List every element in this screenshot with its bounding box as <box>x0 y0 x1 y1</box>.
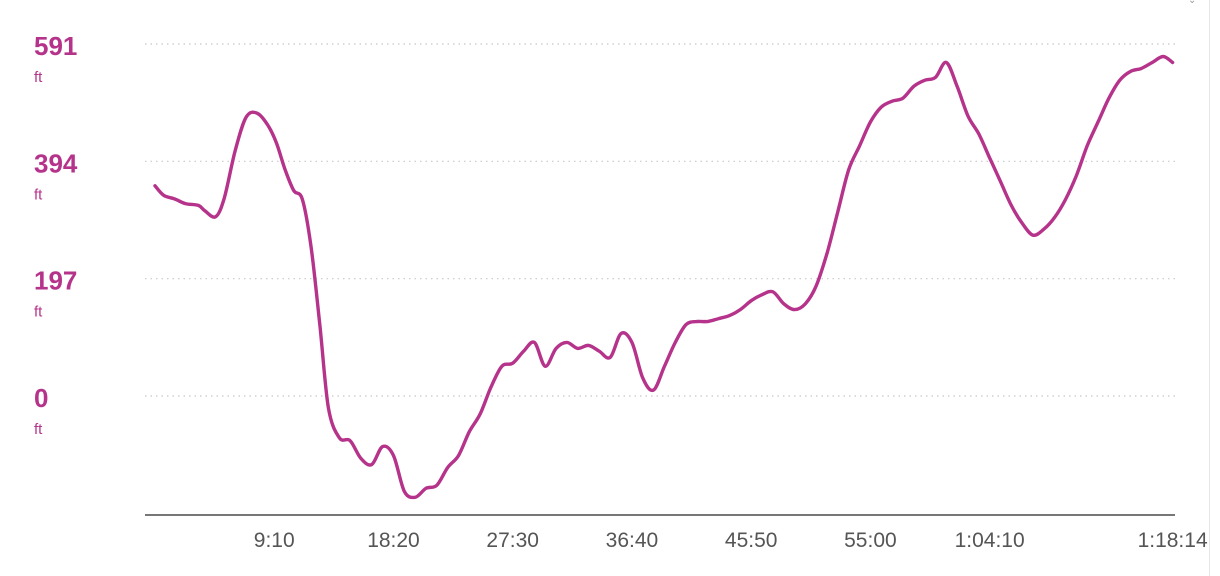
x-tick-label: 27:30 <box>486 529 539 552</box>
y-tick-unit: ft <box>34 186 43 203</box>
corner-mark-icon: ⌄ <box>1188 0 1197 6</box>
x-tick-label: 1:04:10 <box>955 529 1025 552</box>
y-tick-value: 591 <box>34 31 77 61</box>
elevation-line <box>153 54 1175 500</box>
grid-lines <box>145 43 1175 397</box>
y-tick-unit: ft <box>34 69 43 86</box>
x-axis: 9:10 18:20 27:30 36:40 45:50 55:00 1:04:10 1:18… <box>254 529 1208 552</box>
x-tick-label: 45:50 <box>725 529 778 552</box>
y-tick-value: 394 <box>34 148 78 178</box>
y-tick-value: 197 <box>34 266 77 296</box>
x-tick-label: 9:10 <box>254 529 295 552</box>
x-tick-label: 36:40 <box>606 529 659 552</box>
y-axis: 591 ft 394 ft 197 ft 0 ft <box>34 31 78 438</box>
x-tick-label: 1:18:14 <box>1138 529 1208 552</box>
y-tick-unit: ft <box>34 421 43 438</box>
y-tick-unit: ft <box>34 304 43 321</box>
x-tick-label: 55:00 <box>844 529 897 552</box>
x-tick-label: 18:20 <box>367 529 420 552</box>
y-tick-value: 0 <box>34 383 48 413</box>
